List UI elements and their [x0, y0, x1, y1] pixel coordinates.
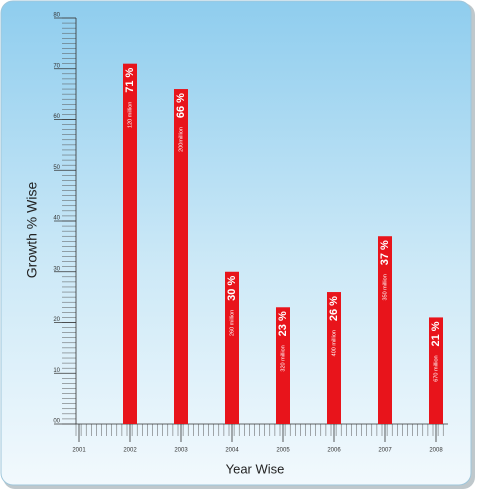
x-tick-label: 2007	[378, 448, 392, 454]
bar-note: 120 million	[127, 102, 133, 128]
y-tick-label: 00	[53, 419, 60, 425]
bar	[276, 307, 290, 424]
y-tick-label: 50	[53, 165, 60, 171]
y-tick-label: 60	[53, 114, 60, 120]
x-tick-label: 2003	[174, 448, 188, 454]
x-tick-label: 2005	[276, 448, 290, 454]
bar-note: 200million	[178, 127, 184, 152]
y-tick-label: 20	[53, 317, 60, 323]
y-axis-label: Growth % Wise	[24, 182, 40, 279]
x-tick-label: 2004	[225, 448, 239, 454]
value-label: 66 %	[175, 93, 187, 118]
bar-note: 350 million	[382, 274, 388, 300]
bar	[378, 236, 392, 424]
value-label: 71 %	[124, 67, 136, 92]
value-label: 30 %	[226, 276, 238, 301]
value-label: 21 %	[430, 321, 442, 346]
bar	[174, 89, 188, 425]
y-tick-label: 40	[53, 216, 60, 222]
bar-note: 260 million	[229, 310, 235, 336]
value-label: 23 %	[277, 311, 289, 336]
y-tick-label: 30	[53, 266, 60, 272]
panel	[0, 0, 472, 486]
bar	[225, 271, 239, 424]
value-label: 37 %	[379, 240, 391, 265]
x-tick-label: 2001	[72, 448, 86, 454]
y-tick-label: 10	[53, 368, 60, 374]
x-tick-label: 2002	[123, 448, 137, 454]
x-tick-label: 2006	[327, 448, 341, 454]
y-tick-label: 70	[53, 63, 60, 69]
bar	[123, 63, 137, 425]
value-label: 26 %	[328, 296, 340, 321]
bar-note: 670 million	[433, 355, 439, 381]
x-tick-label: 2008	[429, 448, 443, 454]
bar-note: 400 million	[331, 330, 337, 356]
bar	[429, 317, 443, 424]
x-axis-label: Year Wise	[226, 461, 285, 476]
y-tick-label: 80	[53, 13, 60, 19]
bar	[327, 292, 341, 424]
bar-note: 320 million	[280, 345, 286, 371]
ruler	[62, 17, 444, 436]
